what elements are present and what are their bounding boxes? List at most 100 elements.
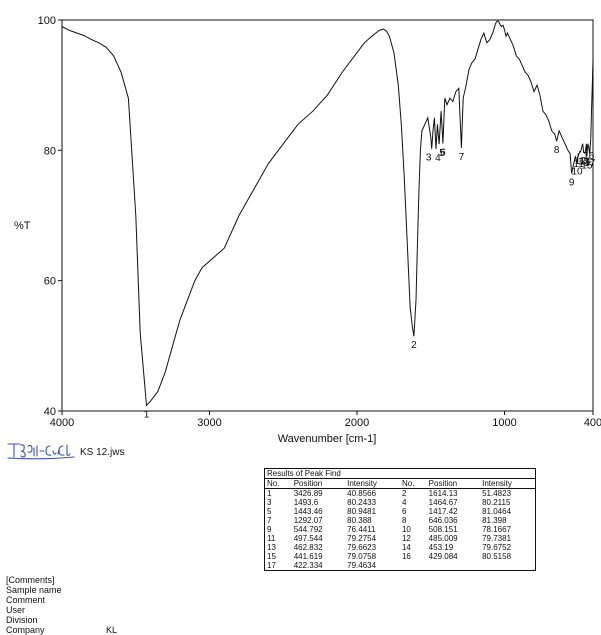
- header-intensity: Intensity: [345, 479, 400, 489]
- info-row: Comment: [6, 595, 117, 605]
- peak-label: 5: [439, 148, 445, 159]
- cell-position: 1292.07: [293, 516, 323, 525]
- cell-position: 422.334: [293, 561, 323, 570]
- x-tick-label: 2000: [345, 417, 369, 429]
- cell-intensity: 80.388: [347, 516, 372, 525]
- info-key: Sample name: [6, 585, 62, 595]
- cell-position: 1464.67: [428, 498, 458, 507]
- cell-no: 12: [401, 534, 411, 543]
- table-row: 5 1443.46 80.9481 6 1417.42 81.0464: [265, 507, 535, 516]
- header-intensity: Intensity: [480, 479, 535, 489]
- cell-intensity: 40.8566: [347, 489, 377, 498]
- cell-no: 7: [267, 516, 272, 525]
- header-no: No.: [399, 479, 427, 489]
- axis-ticks: 4000 3000 2000 1000 400 40 60 80 100: [38, 15, 601, 429]
- info-key: Comment: [6, 595, 46, 605]
- y-tick-label: 80: [44, 145, 56, 157]
- info-row: Sample name: [6, 585, 117, 595]
- table-row: 7 1292.07 80.388 8 646.036 81.398: [265, 516, 535, 525]
- cell-no: 14: [401, 543, 411, 552]
- spectrum-line: [61, 20, 594, 407]
- cell-intensity: 79.6752: [482, 543, 512, 552]
- cell-intensity: 79.7381: [482, 534, 512, 543]
- cell-position: 646.036: [428, 516, 458, 525]
- cell-intensity: 51.4823: [482, 489, 512, 498]
- cell-intensity: 80.2433: [347, 498, 377, 507]
- peak-label: 2: [411, 340, 417, 351]
- cell-position: 1493.6: [293, 498, 319, 507]
- cell-intensity: [480, 561, 535, 570]
- peak-label: 9: [569, 178, 575, 189]
- peak-label: 15: [581, 160, 593, 171]
- peak-label: 7: [459, 152, 465, 163]
- peak-table-title: Results of Peak Find: [265, 469, 535, 479]
- file-name: KS 12.jws: [80, 447, 125, 458]
- peak-label: 16: [583, 151, 595, 162]
- cell-position: 3426.89: [293, 489, 323, 498]
- cell-no: 10: [401, 525, 411, 534]
- header-position: Position: [291, 479, 346, 489]
- cell-no: 6: [401, 507, 407, 516]
- cell-no: 17: [267, 561, 276, 570]
- cell-position: 544.792: [293, 525, 323, 534]
- table-row: 17 422.334 79.4634: [265, 561, 535, 570]
- cell-no: 15: [267, 552, 276, 561]
- cell-no: 8: [401, 516, 407, 525]
- cell-no: 1: [267, 489, 272, 498]
- info-key: User: [6, 605, 26, 615]
- peak-label: 14: [580, 156, 592, 167]
- table-row: 15 441.619 79.0758 16 429.084 80.5158: [265, 552, 535, 561]
- cell-position: 441.619: [293, 552, 323, 561]
- info-row: [Comments]: [6, 575, 117, 585]
- cell-position: 429.084: [428, 552, 458, 561]
- y-tick-label: 100: [38, 15, 56, 27]
- cell-intensity: 76.4411: [347, 525, 376, 534]
- cell-no: 2: [401, 489, 407, 498]
- peak-label: 13: [578, 157, 590, 168]
- cell-position: 462.832: [293, 543, 323, 552]
- table-row: 9 544.792 76.4411 10 508.151 78.1667: [265, 525, 535, 534]
- peak-label: 11: [573, 159, 584, 170]
- peak-table-grid: No. Position Intensity No. Position Inte…: [265, 479, 535, 570]
- table-row: 3 1493.6 80.2433 4 1464.67 80.2115: [265, 498, 535, 507]
- cell-position: 453.19: [428, 543, 454, 552]
- cell-position: [427, 561, 480, 570]
- cell-intensity: 80.9481: [347, 507, 377, 516]
- info-row: Company KL: [6, 625, 117, 635]
- cell-intensity: 81.398: [482, 516, 507, 525]
- peak-label: 6: [440, 148, 446, 159]
- peak-table-body: 1 3426.89 40.8566 2 1614.13 51.4823 3 1493.6 80.…: [265, 489, 535, 570]
- info-key: Division: [6, 615, 38, 625]
- cell-no: 5: [267, 507, 272, 516]
- info-key: [Comments]: [6, 575, 55, 585]
- sample-info: [Comments] Sample name Comment User Division…: [6, 575, 117, 635]
- x-tick-label: 4000: [50, 417, 74, 429]
- peak-label: 12: [575, 156, 587, 167]
- y-axis-title: %T: [14, 220, 31, 232]
- cell-position: 1614.13: [428, 489, 458, 498]
- peak-label: 1: [144, 409, 150, 420]
- info-value: KL: [106, 625, 118, 635]
- cell-intensity: 81.0464: [482, 507, 512, 516]
- cell-no: 11: [267, 534, 276, 543]
- cell-no: [400, 561, 427, 570]
- cell-no: 16: [401, 552, 411, 561]
- table-row: 1 3426.89 40.8566 2 1614.13 51.4823: [265, 489, 535, 499]
- header-no: No.: [265, 479, 292, 489]
- cell-intensity: 79.0758: [347, 552, 377, 561]
- cell-intensity: 79.6623: [347, 543, 377, 552]
- peak-label: 10: [571, 166, 583, 177]
- cell-intensity: 79.2754: [347, 534, 377, 543]
- peak-table-header-row: No. Position Intensity No. Position Inte…: [265, 479, 535, 489]
- cell-no: 3: [267, 498, 272, 507]
- table-row: 11 497.544 79.2754 12 485.009 79.7381: [265, 534, 535, 543]
- cell-intensity: 80.2115: [482, 498, 511, 507]
- peak-results-table: Results of Peak Find No. Position Intens…: [264, 468, 536, 571]
- cell-no: 13: [267, 543, 276, 552]
- cell-position: 1443.46: [293, 507, 323, 516]
- peak-label: 4: [435, 153, 441, 164]
- info-row: Division: [6, 615, 117, 625]
- peak-label: 3: [426, 153, 432, 164]
